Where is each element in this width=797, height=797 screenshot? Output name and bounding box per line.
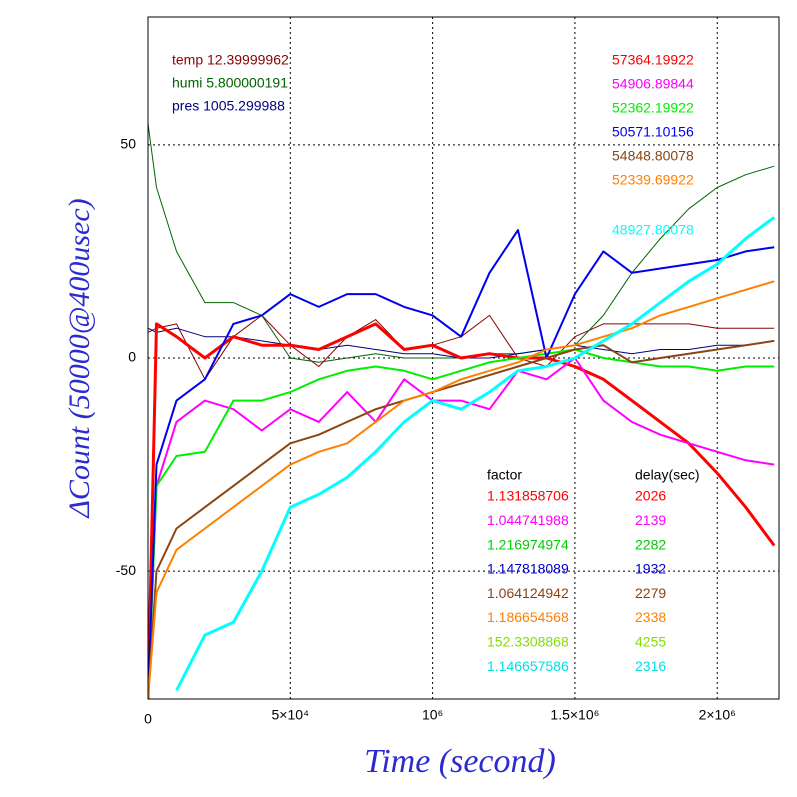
- plot-frame: [147, 16, 780, 700]
- legend-entry: 54848.80078: [612, 148, 694, 164]
- table-header: factor: [487, 467, 522, 483]
- labels: 0 5×10⁴ 10⁶ 1.5×10⁶ 2×10⁶ -50 0 50 temp 12.39999…: [116, 52, 736, 727]
- legend-entry: temp 12.39999962: [172, 52, 289, 68]
- x-tick-label: 1.5×10⁶: [550, 707, 599, 723]
- plot-area: [148, 123, 776, 699]
- table-cell: 2279: [635, 585, 666, 601]
- y-tick-label: 50: [120, 136, 136, 152]
- series-line: [148, 348, 775, 699]
- table-header: delay(sec): [635, 467, 700, 483]
- y-tick-label: 0: [128, 349, 136, 365]
- x-tick-label: 5×10⁴: [272, 707, 310, 723]
- table-cell: 152.3308868: [487, 634, 569, 650]
- table-cell: 1.186654568: [487, 609, 569, 625]
- table-cell: 1932: [635, 561, 666, 577]
- table-cell: 1.131858706: [487, 488, 569, 504]
- legend-entry: humi 5.800000191: [172, 75, 288, 91]
- table-cell: 1.146657586: [487, 658, 569, 674]
- series-line: [148, 322, 776, 699]
- legend-entry: 57364.19922: [612, 52, 694, 68]
- x-tick-label: 10⁶: [422, 707, 443, 723]
- legend-entry: 48927.80078: [612, 222, 694, 238]
- x-axis-title: Time (second): [364, 743, 556, 780]
- series-line: [148, 314, 775, 380]
- series-line: [148, 280, 775, 699]
- x-tick-label: 2×10⁶: [699, 707, 736, 723]
- series-line: [148, 327, 775, 359]
- y-tick-label: -50: [116, 562, 136, 578]
- series-line: [148, 339, 775, 699]
- table-cell: 1.064124942: [487, 585, 569, 601]
- table-cell: 2282: [635, 536, 666, 552]
- table-cell: 4255: [635, 634, 666, 650]
- table-cell: 1.147818089: [487, 561, 569, 577]
- table-cell: 2026: [635, 488, 666, 504]
- series-line: [148, 229, 775, 699]
- table-cell: 1.044741988: [487, 512, 569, 528]
- series-line: [148, 123, 775, 363]
- x-tick-label: 0: [144, 711, 152, 727]
- legend-entry: pres 1005.299988: [172, 98, 285, 114]
- legend-entry: 52339.69922: [612, 172, 694, 188]
- table-cell: 2338: [635, 609, 666, 625]
- legend-entry: 54906.89844: [612, 76, 694, 92]
- table-cell: 2139: [635, 512, 666, 528]
- legend-entry: 52362.19922: [612, 100, 694, 116]
- legend-entry: 50571.10156: [612, 124, 694, 140]
- table-cell: 1.216974974: [487, 536, 569, 552]
- table-cell: 2316: [635, 658, 666, 674]
- y-axis-title: ΔCount (50000@400usec): [63, 198, 96, 518]
- series-line: [175, 216, 776, 692]
